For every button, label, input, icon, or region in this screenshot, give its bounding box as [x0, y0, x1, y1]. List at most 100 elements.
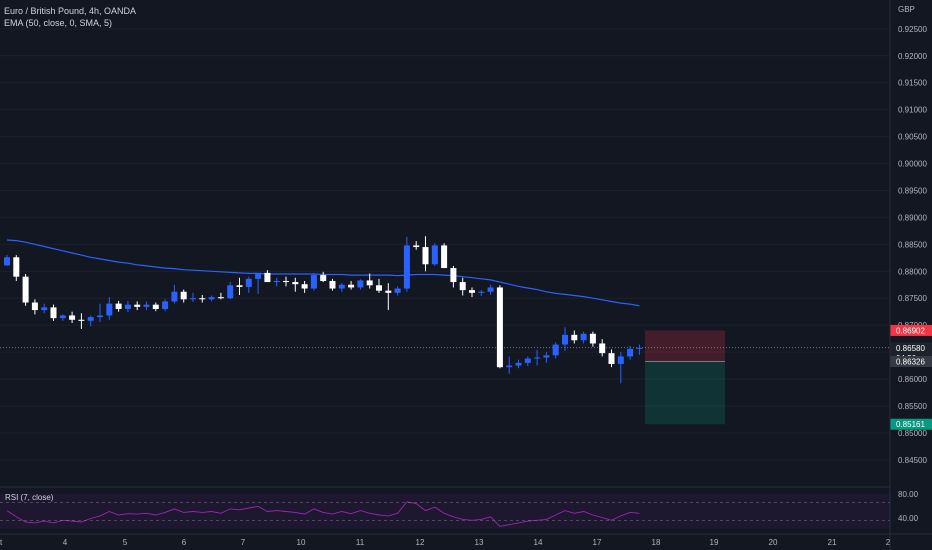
candle[interactable]	[580, 331, 587, 344]
candle[interactable]	[413, 241, 420, 250]
candle[interactable]	[50, 304, 57, 321]
candle[interactable]	[496, 285, 503, 369]
candle[interactable]	[348, 280, 355, 290]
candle[interactable]	[617, 352, 624, 384]
candle[interactable]	[431, 243, 438, 266]
candle[interactable]	[394, 286, 401, 296]
candle[interactable]	[524, 356, 531, 367]
candle[interactable]	[4, 255, 10, 266]
candle[interactable]	[245, 276, 252, 293]
rsi-pane[interactable]: RSI (7, close) 80.00 40.00	[0, 490, 919, 529]
candle[interactable]	[366, 273, 373, 289]
candle[interactable]	[13, 255, 20, 281]
candle[interactable]	[199, 294, 206, 303]
candle[interactable]	[190, 292, 196, 302]
candle[interactable]	[310, 272, 317, 291]
candle[interactable]	[180, 289, 187, 303]
candle[interactable]	[543, 352, 550, 363]
candle[interactable]	[320, 271, 327, 283]
stop-price-label-bg	[890, 324, 932, 336]
candle[interactable]	[376, 278, 382, 293]
rsi-title: RSI (7, close)	[5, 493, 54, 502]
candle[interactable]	[115, 300, 122, 312]
candle[interactable]	[106, 297, 113, 320]
candle[interactable]	[22, 273, 29, 306]
candle-body	[580, 333, 587, 341]
candlestick-series[interactable]	[4, 236, 643, 384]
candle[interactable]	[143, 301, 150, 311]
candle[interactable]	[31, 299, 38, 315]
candle[interactable]	[134, 301, 141, 311]
candle[interactable]	[329, 278, 336, 291]
candle[interactable]	[487, 284, 494, 295]
target-price-label-bg	[890, 418, 932, 430]
candle[interactable]	[506, 356, 513, 374]
candle[interactable]	[87, 315, 94, 327]
candle[interactable]	[478, 290, 485, 297]
candle[interactable]	[450, 265, 457, 288]
time-tick-label: 21	[828, 538, 837, 547]
candle[interactable]	[636, 344, 643, 355]
candle[interactable]	[571, 330, 578, 344]
candle[interactable]	[403, 236, 410, 292]
candle[interactable]	[69, 311, 76, 324]
candle[interactable]	[208, 295, 215, 302]
candle[interactable]	[357, 279, 364, 290]
candle[interactable]	[162, 299, 169, 312]
candle-body	[385, 290, 392, 293]
candle[interactable]	[441, 243, 448, 269]
position-zones	[645, 330, 725, 425]
candle[interactable]	[236, 277, 243, 295]
stop-price-label: 0.86902	[896, 326, 925, 335]
candle-body	[543, 355, 550, 358]
ema-indicator-legend[interactable]: EMA (50, close, 0, SMA, 5)	[4, 18, 113, 28]
candle[interactable]	[273, 277, 280, 287]
candle[interactable]	[97, 303, 103, 322]
candle[interactable]	[515, 359, 522, 369]
candle-body	[552, 344, 559, 356]
candle[interactable]	[627, 345, 634, 360]
candle[interactable]	[227, 282, 234, 300]
candle[interactable]	[264, 270, 271, 283]
time-tick-label: 11	[356, 538, 365, 547]
candle-body	[115, 303, 122, 309]
time-tick-label: 17	[593, 538, 602, 547]
candle-body	[236, 285, 243, 287]
candle[interactable]	[301, 280, 308, 293]
candle-body	[292, 282, 299, 285]
rsi-line	[6, 501, 640, 527]
candle-body	[357, 280, 364, 288]
price-tick-label: 0.88500	[898, 240, 927, 249]
candle-body	[441, 245, 448, 269]
candle[interactable]	[589, 331, 596, 347]
candle[interactable]	[292, 277, 299, 292]
candle[interactable]	[59, 314, 66, 321]
candle[interactable]	[41, 303, 48, 314]
candle[interactable]	[217, 292, 224, 300]
candle[interactable]	[469, 287, 475, 298]
candle[interactable]	[152, 302, 159, 312]
candle[interactable]	[608, 349, 615, 368]
candle[interactable]	[124, 300, 131, 313]
candle[interactable]	[385, 283, 392, 311]
candle[interactable]	[552, 342, 559, 359]
stop-loss-zone[interactable]	[645, 330, 725, 362]
candle[interactable]	[534, 349, 541, 366]
symbol-title[interactable]: Euro / British Pound, 4h, OANDA	[4, 6, 137, 16]
candle[interactable]	[78, 313, 85, 329]
rsi-tick-40: 40.00	[898, 514, 919, 523]
candle-body	[50, 307, 57, 319]
candle[interactable]	[562, 327, 568, 352]
candle-body	[217, 297, 224, 299]
candle[interactable]	[459, 277, 466, 296]
candle[interactable]	[599, 339, 606, 357]
take-profit-zone[interactable]	[645, 361, 725, 425]
candle[interactable]	[255, 272, 262, 294]
candle[interactable]	[171, 284, 178, 304]
candle[interactable]	[338, 283, 345, 292]
candle[interactable]	[283, 276, 289, 287]
candle[interactable]	[422, 236, 429, 272]
time-axis[interactable]: t 4 5 6 7 10 11 12 13 14 17 18 19 20 21 2	[0, 538, 891, 547]
